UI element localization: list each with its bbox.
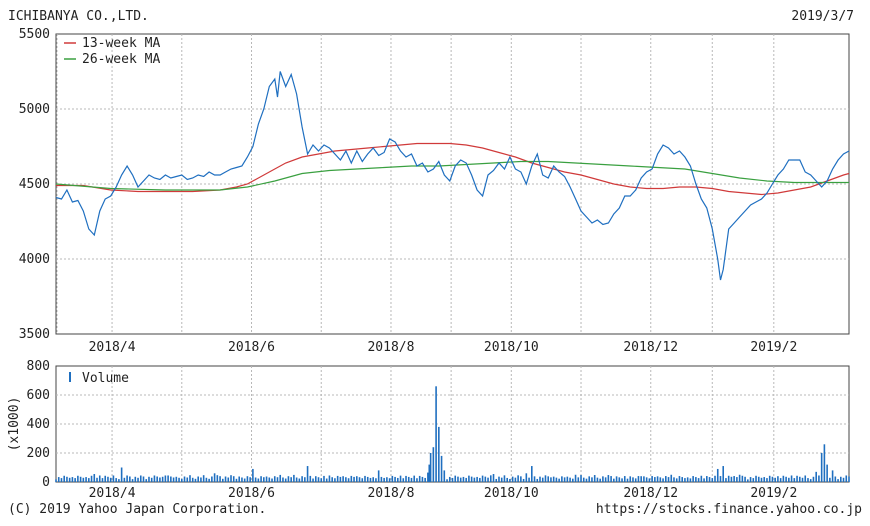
price-y-tick-label: 5000 [19,102,50,117]
price-x-tick-label: 2018/12 [623,340,678,355]
legend-label-ma13: 13-week MA [82,36,160,51]
price-panel: 3500 4000 4500 5000 5500 2018/4 2018/6 2018/8 20… [19,27,850,355]
series-line-ma13 [56,142,850,196]
price-y-tick-label: 5500 [19,27,50,42]
series-line-price [55,71,850,281]
volume-x-tick-label: 2018/12 [623,486,678,501]
legend-label-volume: Volume [82,371,129,386]
volume-y-tick-label: 600 [27,388,50,403]
price-x-tick-label: 2018/6 [228,340,275,355]
volume-y-axis-label: (x1000) [7,397,22,452]
price-y-tick-label: 3500 [19,327,50,342]
price-x-tick-label: 2018/8 [367,340,414,355]
legend-label-ma26: 26-week MA [82,52,160,67]
volume-y-tick-label: 200 [27,446,50,461]
company-name: ICHIBANYA CO.,LTD. [8,9,149,24]
volume-x-tick-label: 2018/4 [89,486,136,501]
volume-x-tick-label: 2019/2 [750,486,797,501]
source-url[interactable]: https://stocks.finance.yahoo.co.jp [595,502,862,517]
series-line-ma26 [55,160,849,191]
volume-panel: 0 200 400 600 800 2018/4 2018/6 2018/8 2018/10 20… [7,359,850,501]
volume-x-tick-label: 2018/6 [228,486,275,501]
volume-x-tick-label: 2018/8 [367,486,414,501]
price-x-tick-label: 2018/10 [484,340,539,355]
price-y-tick-label: 4500 [19,177,50,192]
price-y-tick-label: 4000 [19,252,50,267]
volume-y-tick-label: 400 [27,417,50,432]
chart-date: 2019/3/7 [791,9,854,24]
price-x-tick-label: 2019/2 [750,340,797,355]
volume-x-tick-label: 2018/10 [484,486,539,501]
volume-y-tick-label: 800 [27,359,50,374]
copyright-text: (C) 2019 Yahoo Japan Corporation. [8,502,267,517]
volume-y-tick-label: 0 [42,475,50,490]
price-x-tick-label: 2018/4 [89,340,136,355]
